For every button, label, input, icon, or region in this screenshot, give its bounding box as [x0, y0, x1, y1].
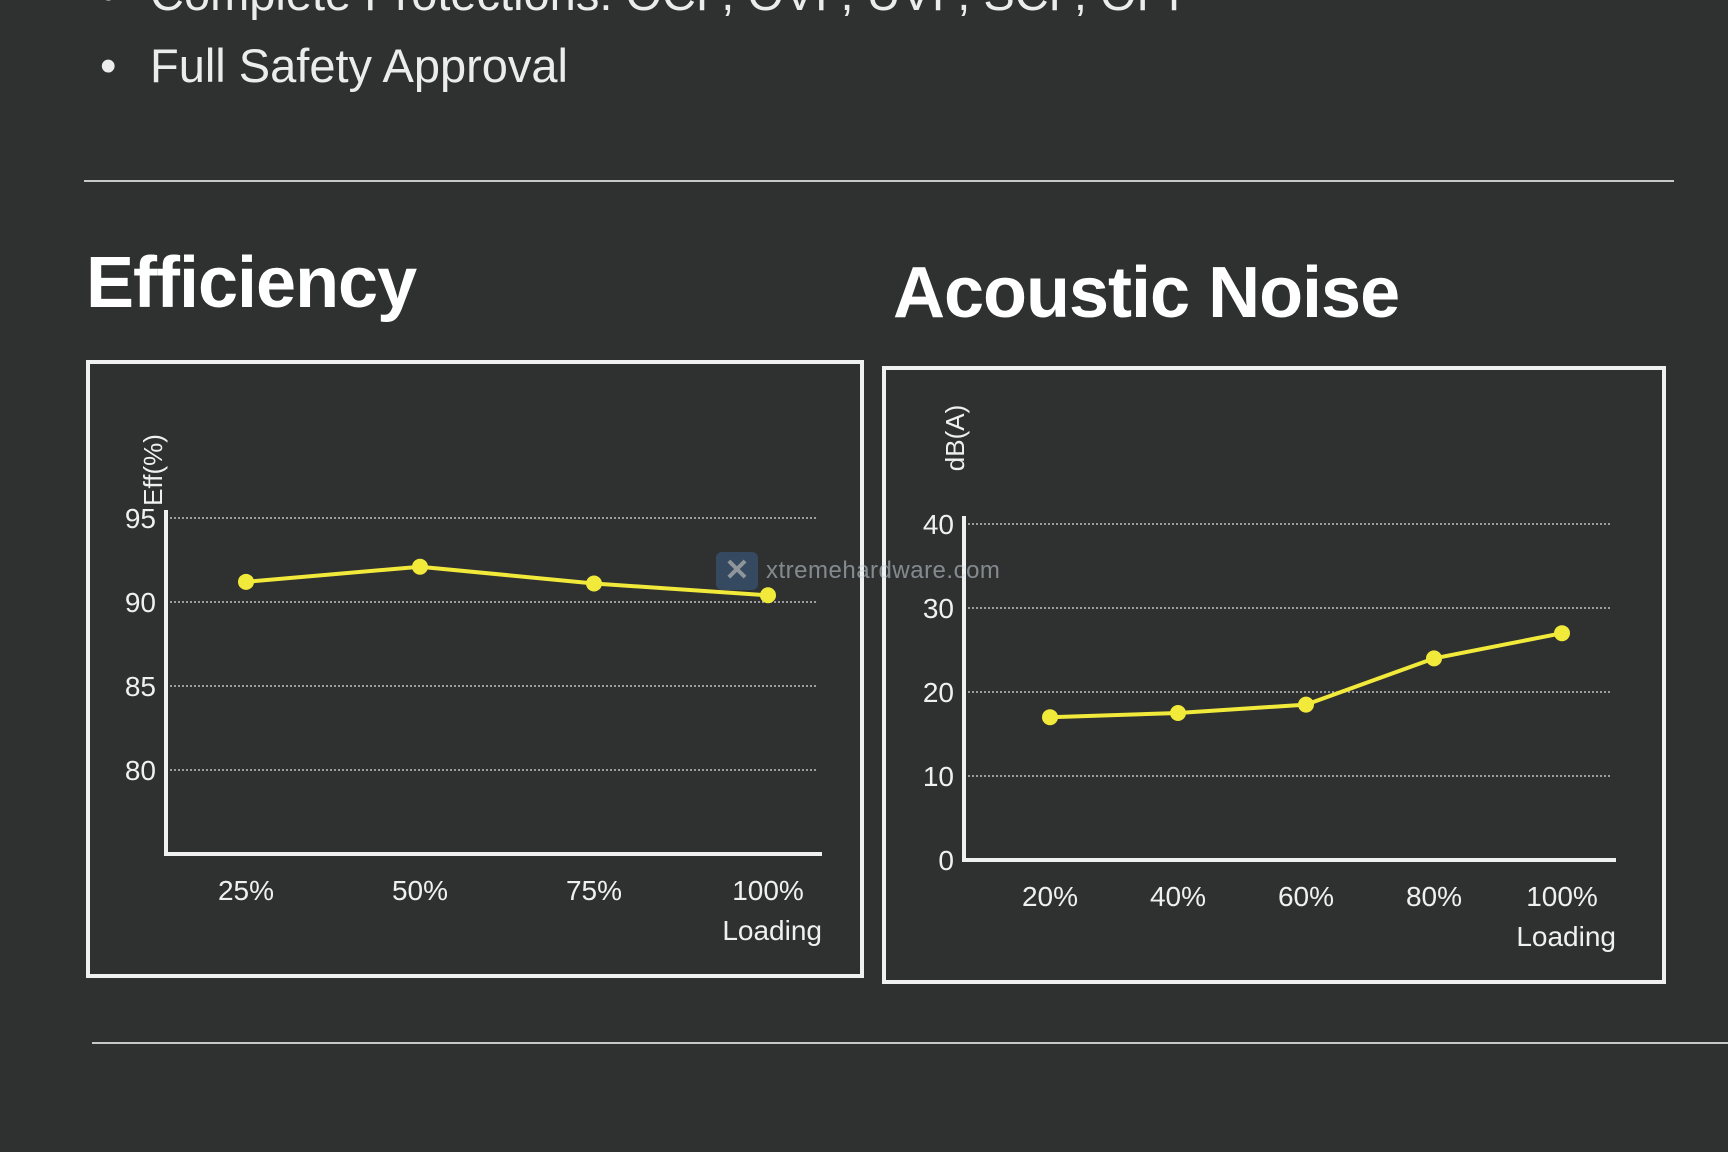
divider-top [84, 180, 1674, 182]
y-tick-label: 0 [938, 845, 954, 876]
data-point [760, 587, 776, 604]
x-tick-label: 75% [566, 875, 622, 906]
series-line [245, 564, 769, 598]
x-tick-label: 100% [732, 875, 804, 906]
feature-item: •Complete Protections: OCP, OVP, UVP, SC… [100, 0, 1199, 21]
x-tick-label: 50% [392, 875, 448, 906]
y-axis-label: Eff(%) [138, 434, 168, 506]
chart-title-acoustic: Acoustic Noise [893, 253, 1400, 333]
x-tick-label: 60% [1278, 881, 1334, 912]
chart-frame [882, 366, 1666, 984]
data-point [1426, 650, 1442, 667]
x-tick-label: 40% [1150, 881, 1206, 912]
chart-title-efficiency: Efficiency [86, 243, 417, 323]
efficiency-chart: 80 85 90 95 25% 50% 75% 100% Eff(%) Loading [86, 360, 864, 978]
bullet-icon: • [100, 39, 117, 92]
data-point [238, 573, 254, 590]
chart-frame [86, 360, 864, 978]
y-tick-label: 30 [923, 593, 954, 624]
data-point [1170, 705, 1186, 721]
y-tick-label: 80 [125, 755, 156, 786]
x-tick-label: 100% [1526, 881, 1598, 912]
y-tick-label: 85 [125, 671, 156, 702]
data-point [1042, 709, 1058, 726]
x-tick-label: 80% [1406, 881, 1462, 912]
data-point [1298, 696, 1314, 713]
y-tick-label: 90 [125, 587, 156, 618]
data-point [412, 558, 428, 575]
x-axis-label: Loading [1516, 921, 1616, 952]
x-axis-label: Loading [722, 915, 822, 946]
y-tick-label: 40 [923, 509, 954, 540]
feature-text: Full Safety Approval [150, 39, 568, 92]
watermark-text: xtremehardware.com [766, 557, 1001, 584]
watermark-x-icon: ✕ [716, 552, 758, 590]
x-tick-label: 20% [1022, 881, 1078, 912]
y-tick-label: 95 [125, 503, 156, 534]
y-tick-label: 20 [923, 677, 954, 708]
data-point [1554, 625, 1570, 642]
feature-text: Complete Protections: OCP, OVP, UVP, SCP… [150, 0, 1199, 20]
bullet-icon: • [100, 0, 150, 21]
divider-bottom [92, 1042, 1728, 1044]
watermark: ✕ xtremehardware.com [716, 552, 1000, 590]
feature-item: • Full Safety Approval [100, 38, 568, 93]
data-point [586, 575, 602, 592]
y-tick-label: 10 [923, 761, 954, 792]
acoustic-noise-chart: 0 10 20 30 40 20% 40% 60% 80% 100% dB(A) Loading [882, 366, 1666, 984]
y-axis-label: dB(A) [940, 405, 970, 471]
x-tick-label: 25% [218, 875, 274, 906]
